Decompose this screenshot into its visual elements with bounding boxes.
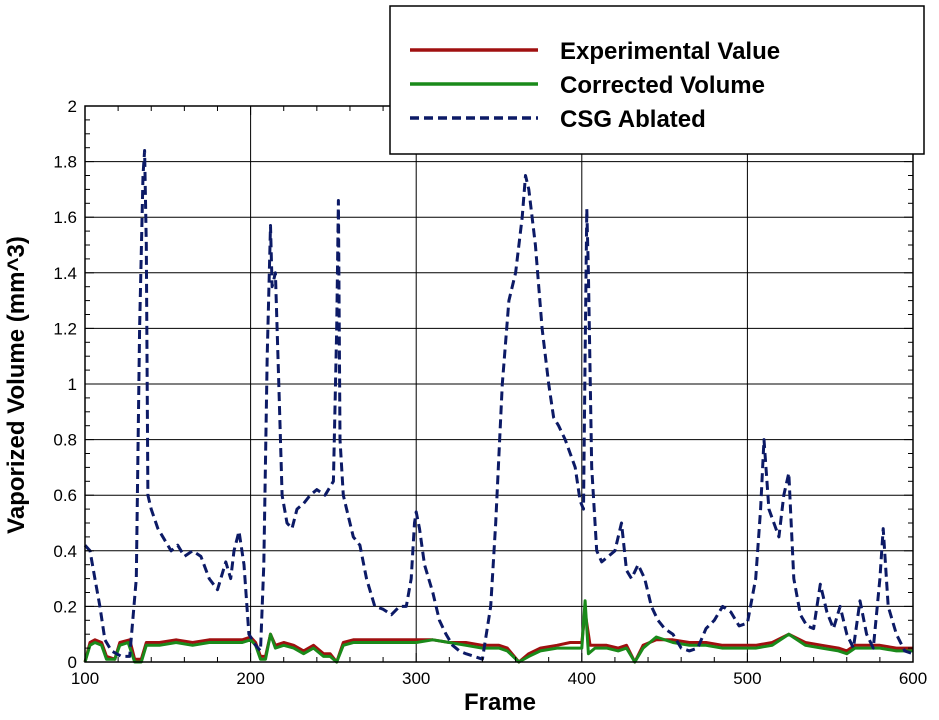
y-tick-label: 0.8 [53,431,77,450]
x-tick-label: 200 [236,669,264,688]
y-tick-label: 0.2 [53,597,77,616]
series-line-3 [83,149,914,661]
x-tick-label: 600 [899,669,927,688]
y-tick-label: 1.8 [53,153,77,172]
legend-label-2: Corrected Volume [560,72,765,99]
series-layer [83,149,914,664]
y-axis-label: Vaporized Volume (mm^3) [3,236,30,534]
legend: Experimental Value Corrected Volume CSG Ab… [389,5,925,155]
y-tick-label: 0.6 [53,486,77,505]
grid [85,106,913,662]
y-tick-label: 1 [68,375,77,394]
x-tick-label: 100 [71,669,99,688]
y-tick-label: 1.2 [53,319,77,338]
legend-label-3: CSG Ablated [560,106,706,133]
y-tick-label: 0.4 [53,542,77,561]
x-tick-label: 500 [733,669,761,688]
legend-box [389,5,925,155]
y-tick-label: 1.6 [53,208,77,227]
y-tick-label: 1.4 [53,264,77,283]
series-line-2 [83,599,913,664]
tick-labels: 100 200 300 400 500 600 0 0.2 0.4 0.6 0.8 1 1.2 1.4 1.… [53,97,927,688]
y-tick-label: 2 [68,97,77,116]
legend-label-1: Experimental Value [560,38,780,65]
x-tick-label: 300 [402,669,430,688]
x-axis-label: Frame [464,689,536,716]
x-tick-label: 400 [568,669,596,688]
y-tick-label: 0 [68,653,77,672]
